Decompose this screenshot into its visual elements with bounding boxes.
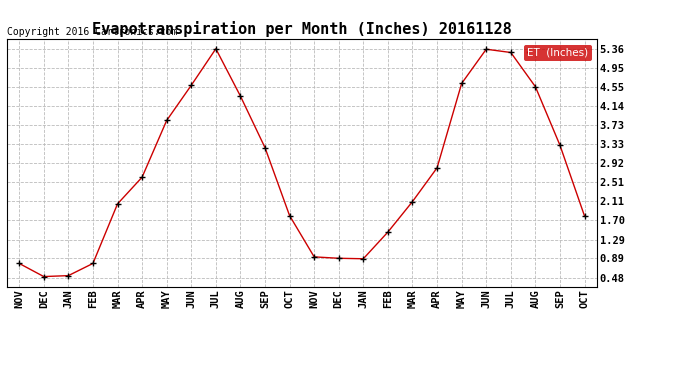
- Title: Evapotranspiration per Month (Inches) 20161128: Evapotranspiration per Month (Inches) 20…: [92, 21, 512, 37]
- Legend: ET  (Inches): ET (Inches): [524, 45, 591, 61]
- Text: Copyright 2016 Cartronics.com: Copyright 2016 Cartronics.com: [7, 27, 177, 37]
